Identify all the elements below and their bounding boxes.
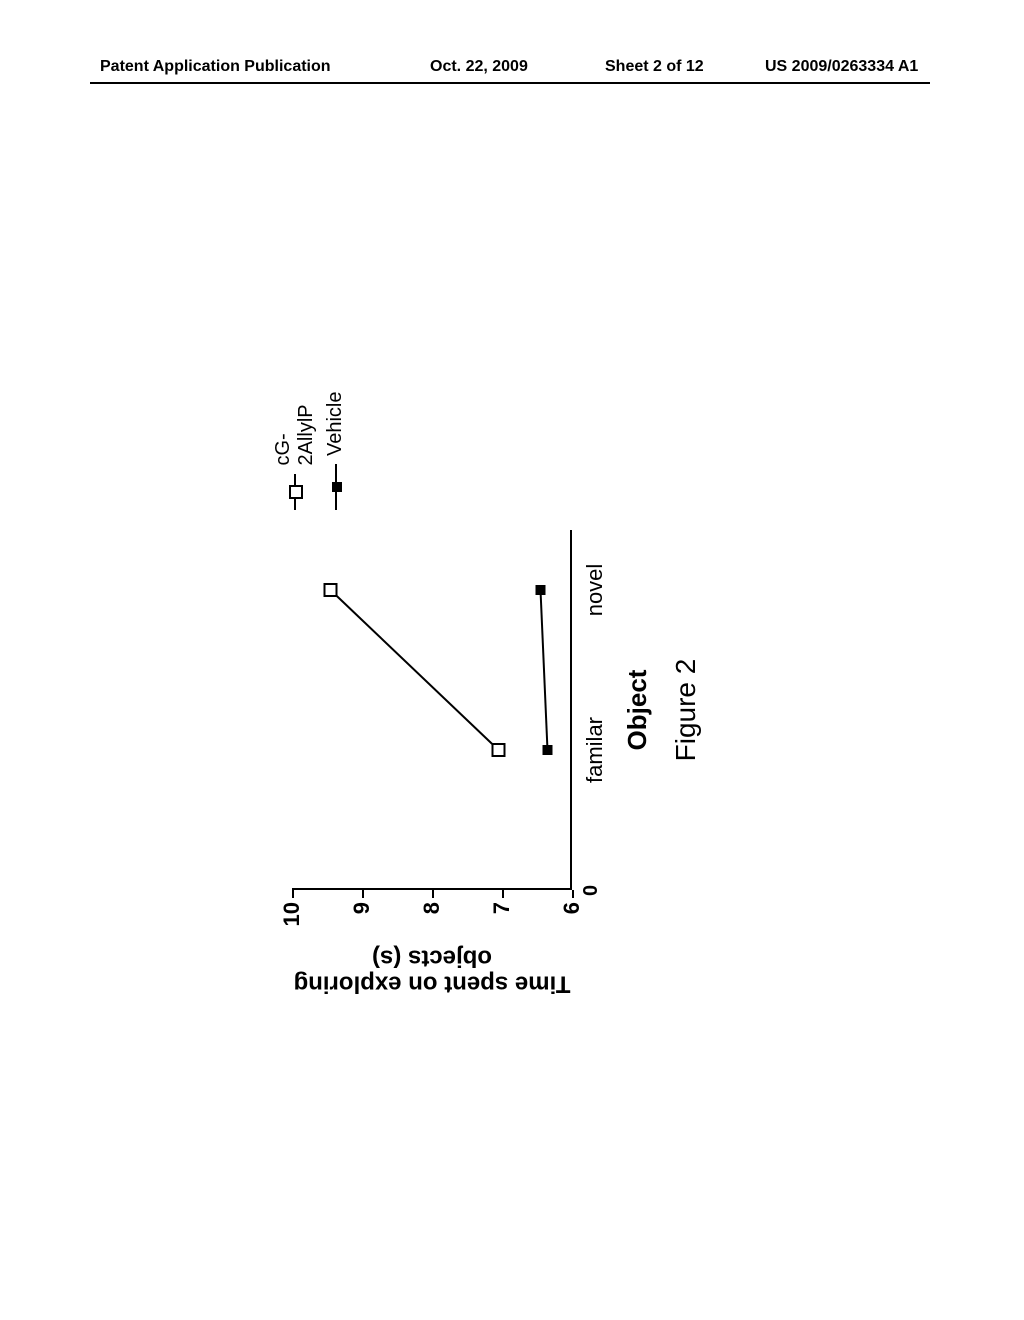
marker-filled-square <box>543 745 553 755</box>
ytick <box>292 890 294 898</box>
figure-caption: Figure 2 <box>670 659 702 762</box>
ytick-label: 6 <box>559 902 585 914</box>
x-category-familiar: familar <box>582 717 608 783</box>
series-line-cg2allylp <box>331 590 499 750</box>
marker-open-square <box>325 584 337 596</box>
header-sheet: Sheet 2 of 12 <box>605 58 704 76</box>
ytick <box>432 890 434 898</box>
ytick-label: 9 <box>349 902 375 914</box>
ytick-label: 7 <box>489 902 515 914</box>
legend-line-icon <box>294 474 296 510</box>
x-axis-title: Object <box>622 670 653 751</box>
y-axis-title-line2: objects (s) <box>372 944 492 971</box>
ytick-label: 8 <box>419 902 445 914</box>
chart-svg <box>292 530 572 890</box>
marker-filled-square <box>536 585 546 595</box>
marker-open-square <box>493 744 505 756</box>
y-axis-title-line1: Time spent on exploring <box>294 970 571 997</box>
ytick <box>502 890 504 898</box>
legend-line-icon <box>335 464 337 510</box>
legend-label: cG-2AllylP <box>272 392 318 466</box>
legend-item-cg2allylp: cG-2AllylP <box>272 392 318 511</box>
plot-area: 10 9 8 7 6 0 familar novel Object Figure… <box>292 530 572 890</box>
figure-2-chart: Time spent on exploring objects (s) 10 9… <box>272 400 752 1000</box>
legend-item-vehicle: Vehicle <box>324 392 347 511</box>
header-publication: Patent Application Publication <box>100 58 331 76</box>
ytick-label: 10 <box>279 902 305 926</box>
legend-label: Vehicle <box>324 392 347 457</box>
ytick <box>572 890 574 898</box>
y-axis-title: Time spent on exploring objects (s) <box>294 944 571 997</box>
x-category-novel: novel <box>582 564 608 617</box>
header-pubno: US 2009/0263334 A1 <box>765 58 918 76</box>
header-rule <box>90 82 930 84</box>
open-square-icon <box>289 485 303 499</box>
x-zero-label: 0 <box>580 885 603 896</box>
page: Patent Application Publication Oct. 22, … <box>0 0 1024 1320</box>
series-line-vehicle <box>541 590 548 750</box>
filled-square-icon <box>332 482 342 492</box>
header-date: Oct. 22, 2009 <box>430 58 528 76</box>
ytick <box>362 890 364 898</box>
legend: cG-2AllylP Vehicle <box>272 392 353 511</box>
